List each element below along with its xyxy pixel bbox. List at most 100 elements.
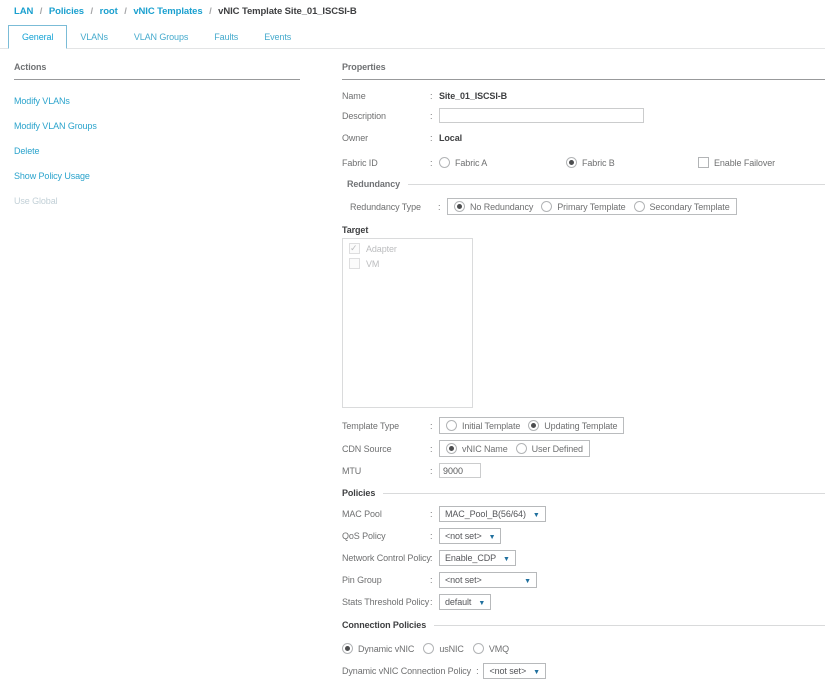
breadcrumb-separator: / (209, 6, 212, 17)
mac-pool-row: MAC Pool : MAC_Pool_B(56/64) (342, 506, 825, 522)
no-redundancy-radio[interactable] (454, 201, 465, 212)
target-list: Adapter VM (342, 238, 473, 408)
mtu-input[interactable] (439, 463, 481, 478)
enable-failover-checkbox[interactable] (698, 157, 709, 168)
initial-template-radio[interactable] (446, 420, 457, 431)
breadcrumb-separator: / (90, 6, 94, 17)
redundancy-type-group: No Redundancy Primary Template Secondary… (447, 198, 737, 215)
fabric-a-radio[interactable] (439, 157, 450, 168)
connection-policy-type-row: Dynamic vNIC usNIC VMQ (342, 643, 825, 654)
tab-general[interactable]: General (8, 25, 68, 49)
redundancy-type-row: Redundancy Type : No Redundancy Primary … (342, 198, 825, 215)
pin-group-dropdown[interactable]: <not set> (439, 572, 537, 588)
vmq-radio[interactable] (472, 643, 484, 654)
colon: : (430, 443, 433, 454)
vmq-label: VMQ (488, 643, 510, 654)
fabric-b-option: Fabric B (566, 157, 698, 168)
breadcrumb-link-policies[interactable]: Policies (48, 6, 84, 17)
colon: : (430, 90, 433, 101)
enable-failover-label: Enable Failover (714, 157, 776, 168)
tab-faults[interactable]: Faults (214, 32, 239, 42)
colon: : (430, 531, 433, 541)
action-delete[interactable]: Delete (14, 146, 40, 156)
fabric-b-radio[interactable] (566, 157, 577, 168)
stats-threshold-policy-dropdown[interactable]: default (439, 594, 492, 610)
chevron-down-icon (478, 597, 485, 607)
updating-template-label: Updating Template (544, 420, 618, 431)
mac-pool-dropdown[interactable]: MAC_Pool_B(56/64) (439, 506, 546, 522)
fabric-a-label: Fabric A (455, 157, 488, 168)
network-control-policy-dropdown[interactable]: Enable_CDP (439, 550, 516, 566)
dynamic-vnic-connection-policy-value: <not set> (489, 666, 527, 676)
vmq-option: VMQ (472, 643, 510, 654)
primary-template-option: Primary Template (541, 201, 626, 212)
qos-policy-dropdown[interactable]: <not set> (439, 528, 502, 544)
colon: : (438, 201, 441, 212)
chevron-down-icon (533, 509, 540, 519)
colon: : (430, 575, 433, 585)
vnic-name-radio[interactable] (446, 443, 457, 454)
pin-group-label: Pin Group (342, 575, 382, 585)
cdn-source-label: CDN Source (342, 443, 392, 454)
colon: : (430, 110, 433, 121)
adapter-checkbox (349, 243, 360, 254)
action-modify-vlan-groups[interactable]: Modify VLAN Groups (14, 121, 97, 131)
breadcrumb-link-lan[interactable]: LAN (14, 6, 34, 17)
main-content: Actions Modify VLANs Modify VLAN Groups … (0, 49, 825, 679)
template-type-row: Template Type : Initial Template Updatin… (342, 417, 825, 434)
breadcrumb-separator: / (39, 6, 43, 17)
usnic-option: usNIC (423, 643, 464, 654)
colon: : (430, 157, 433, 168)
primary-template-radio[interactable] (541, 201, 553, 212)
redundancy-type-label: Redundancy Type (350, 201, 421, 212)
chevron-down-icon (533, 666, 540, 676)
tab-events[interactable]: Events (264, 32, 292, 42)
updating-template-option: Updating Template (528, 420, 618, 431)
updating-template-radio[interactable] (528, 420, 540, 431)
target-item-vm: VM (349, 258, 466, 269)
vm-label: VM (366, 258, 380, 269)
policies-header: Policies (342, 488, 825, 498)
dynamic-vnic-connection-policy-dropdown[interactable]: <not set> (483, 663, 546, 679)
user-defined-radio[interactable] (515, 443, 527, 454)
dynamic-vnic-radio[interactable] (342, 643, 353, 654)
divider (408, 183, 825, 185)
target-item-adapter: Adapter (349, 243, 466, 254)
colon: : (430, 420, 433, 431)
stats-threshold-policy-row: Stats Threshold Policy : default (342, 594, 825, 610)
secondary-template-label: Secondary Template (649, 201, 730, 212)
tab-vlan-groups[interactable]: VLAN Groups (133, 32, 189, 42)
breadcrumb-link-root[interactable]: root (99, 6, 118, 17)
action-show-policy-usage[interactable]: Show Policy Usage (14, 171, 90, 181)
stats-threshold-policy-value: default (445, 597, 472, 607)
colon: : (430, 132, 433, 143)
description-row: Description : (342, 108, 825, 123)
stats-threshold-policy-label: Stats Threshold Policy (342, 597, 430, 607)
cdn-source-group: vNIC Name User Defined (439, 440, 590, 457)
policies-title: Policies (342, 488, 376, 498)
colon: : (430, 465, 433, 476)
usnic-radio[interactable] (423, 643, 435, 654)
no-redundancy-option: No Redundancy (454, 201, 533, 212)
dynamic-vnic-connection-policy-label: Dynamic vNIC Connection Policy (342, 666, 472, 676)
breadcrumb-link-vnic-templates[interactable]: vNIC Templates (133, 6, 203, 17)
initial-template-option: Initial Template (446, 420, 520, 431)
colon: : (430, 553, 433, 563)
template-type-group: Initial Template Updating Template (439, 417, 625, 434)
mtu-label: MTU (342, 465, 362, 476)
colon: : (430, 509, 433, 519)
primary-template-label: Primary Template (557, 201, 626, 212)
vm-checkbox (349, 258, 360, 269)
owner-row: Owner : Local (342, 131, 825, 144)
pin-group-value: <not set> (445, 575, 482, 585)
tab-vlans[interactable]: VLANs (80, 32, 108, 42)
name-label: Name (342, 90, 366, 101)
vnic-name-option: vNIC Name (446, 443, 508, 454)
redundancy-title: Redundancy (347, 179, 401, 189)
action-modify-vlans[interactable]: Modify VLANs (14, 96, 70, 106)
name-value: Site_01_ISCSI-B (439, 90, 508, 101)
secondary-template-radio[interactable] (633, 201, 645, 212)
dynamic-vnic-label: Dynamic vNIC (358, 643, 415, 654)
description-input[interactable] (439, 108, 644, 123)
redundancy-header: Redundancy (342, 179, 825, 189)
